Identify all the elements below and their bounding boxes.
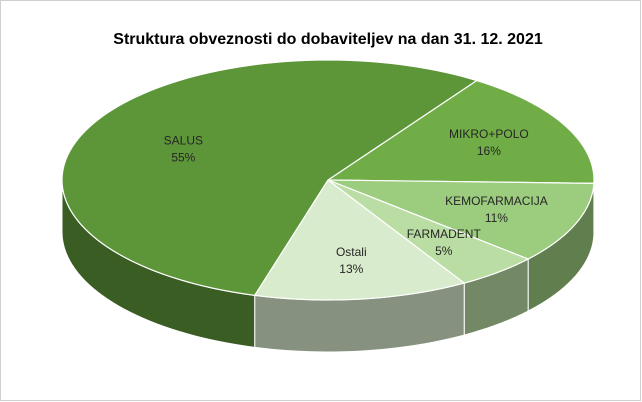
slice-value-label: 11% xyxy=(485,211,508,225)
slice xyxy=(253,179,466,301)
slice xyxy=(327,179,530,284)
slice-value-label: 16% xyxy=(477,144,501,158)
slice-label: MIKRO+POLO xyxy=(449,127,529,141)
slice-value-label: 55% xyxy=(171,151,195,165)
slice xyxy=(327,179,595,260)
slice-label: KEMOFARMACIJA xyxy=(445,194,548,208)
slice-label: SALUS xyxy=(164,134,203,148)
slice-label: Ostali xyxy=(336,245,367,259)
slice xyxy=(61,59,479,296)
slice-label: FARMADENT xyxy=(407,227,482,241)
slice xyxy=(326,79,595,184)
slice-value-label: 13% xyxy=(339,262,363,276)
slice-value-label: 5% xyxy=(435,244,453,258)
chart-title: Struktura obveznosti do dobaviteljev na … xyxy=(113,31,543,48)
